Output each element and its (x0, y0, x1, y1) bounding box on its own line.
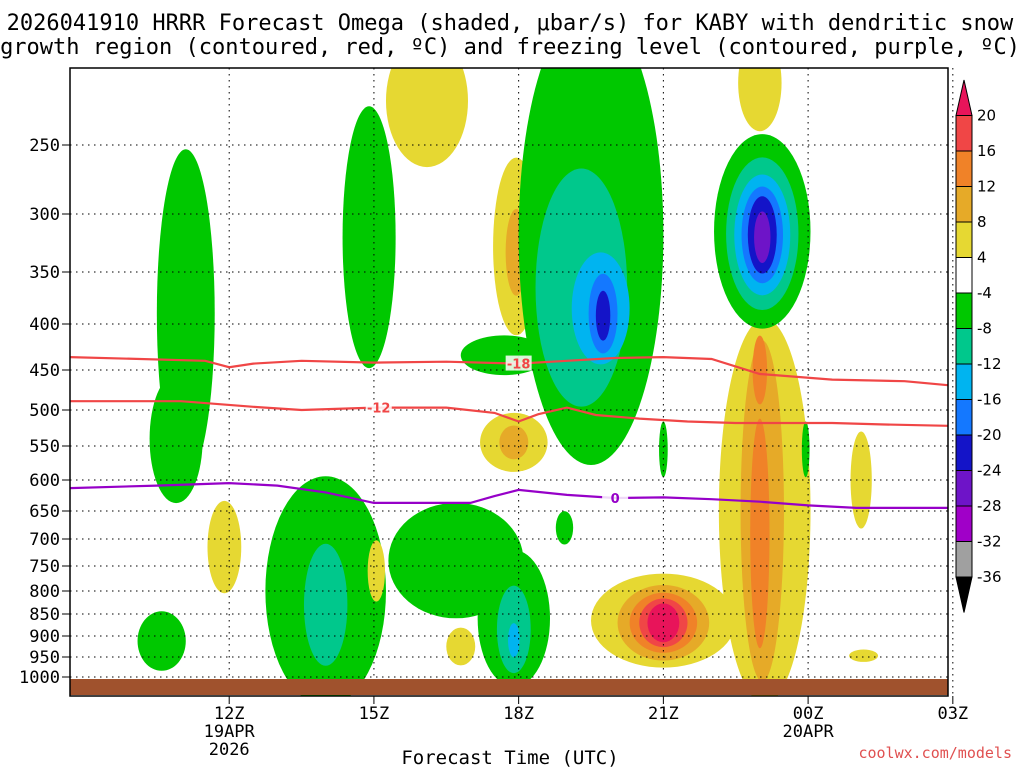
contour-dgz-bottom (70, 400, 948, 427)
omega-region-green-2100-thin (659, 421, 668, 478)
contour-label-bg-freezing-level (602, 489, 629, 505)
omega-region-yellow-0100 (850, 431, 872, 529)
omega-shading (137, 68, 879, 696)
omega-region-green-1500-upper (342, 106, 396, 369)
colorbar-label--32: -32 (977, 533, 1002, 551)
colorbar-label--16: -16 (977, 391, 1002, 409)
x-tick-year-12Z: 2026 (209, 740, 250, 760)
y-tick-label-650: 650 (29, 502, 60, 522)
omega-region-yellow-1630 (446, 627, 476, 666)
colorbar-segment-8 (955, 363, 973, 400)
colorbar-label--4: -4 (977, 284, 992, 302)
colorbar-segment-3 (955, 186, 973, 223)
omega-region-navy-2000 (595, 290, 611, 341)
chart-title-line-1: 2026041910 HRRR Forecast Omega (shaded, … (7, 11, 1014, 36)
colorbar-segment-11 (955, 470, 973, 507)
omega-region-teal-1330 (303, 543, 348, 666)
omega-region-yellow-1600-top (385, 68, 468, 168)
contour-freezing-level (70, 481, 948, 509)
colorbar-label-16: 16 (977, 142, 996, 160)
y-axis: 2503003504004505005506006507007508008509… (19, 136, 70, 688)
omega-region-green-1050-low (137, 611, 186, 671)
credit-text: coolwx.com/models (858, 744, 1012, 762)
contour-label-freezing-level: 0 (611, 492, 620, 507)
colorbar: 20 16 12 8 4 -4 -8 -12 -16 -20 -24 -28 -32 -36 (955, 79, 1002, 613)
colorbar-label--24: -24 (977, 462, 1002, 480)
contour-label-bg-dgz-top (505, 355, 532, 371)
colorbar-segment-12 (955, 505, 973, 542)
plot-frame (69, 67, 949, 697)
y-tick-label-950: 950 (29, 648, 60, 668)
chart-title-line-2: growth region (contoured, red, ºC) and f… (0, 35, 1020, 60)
y-tick-label-250: 250 (29, 136, 60, 156)
colorbar-label--12: -12 (977, 355, 1002, 373)
colorbar-segment-5 (955, 257, 973, 294)
x-axis-label: Forecast Time (UTC) (401, 747, 618, 768)
omega-region-darkorange-2300-a (752, 335, 768, 405)
omega-region-pink-2100-low (647, 603, 680, 643)
x-tick-label-03Z: 03Z (937, 704, 968, 724)
x-tick-label-21Z: 21Z (648, 704, 679, 724)
y-tick-label-750: 750 (29, 557, 60, 577)
omega-region-green-1915 (555, 511, 574, 545)
omega-region-green-1800-shelf (460, 335, 548, 376)
contour-dgz-top (70, 355, 948, 387)
colorbar-segment-2 (955, 150, 973, 187)
colorbar-label-20: 20 (977, 107, 996, 125)
y-tick-label-500: 500 (29, 401, 60, 421)
y-tick-label-300: 300 (29, 205, 60, 225)
colorbar-label--28: -28 (977, 497, 1002, 515)
omega-region-purple-2300 (754, 211, 771, 263)
y-tick-label-900: 900 (29, 627, 60, 647)
omega-region-cyan-1800-low (508, 623, 520, 658)
y-tick-label-450: 450 (29, 361, 60, 381)
omega-region-green-1050-upper-b (149, 374, 203, 504)
x-tick-label-12Z: 12Z (214, 704, 245, 724)
omega-region-yellow-2300-top (738, 68, 782, 132)
gridlines (70, 68, 954, 696)
y-tick-label-550: 550 (29, 437, 60, 457)
colorbar-label--8: -8 (977, 320, 992, 338)
colorbar-segment-6 (955, 292, 973, 329)
contour-lines: -18 -12 0 (70, 355, 948, 509)
y-tick-label-400: 400 (29, 315, 60, 335)
colorbar-label--20: -20 (977, 426, 1002, 444)
colorbar-segment-4 (955, 221, 973, 258)
colorbar-segment-13 (955, 541, 973, 578)
x-tick-label-18Z: 18Z (503, 704, 534, 724)
contour-label-dgz-top: -18 (507, 358, 531, 373)
x-tick-date-00Z: 20APR (783, 722, 835, 742)
colorbar-segment-10 (955, 434, 973, 471)
ground-surface (70, 679, 948, 695)
omega-region-green-0000 (801, 421, 810, 478)
colorbar-segment-1 (955, 115, 973, 152)
colorbar-segment-7 (955, 328, 973, 365)
y-tick-label-850: 850 (29, 605, 60, 625)
x-tick-label-15Z: 15Z (359, 704, 390, 724)
y-tick-label-350: 350 (29, 263, 60, 283)
contour-label-dgz-bottom: -12 (367, 402, 391, 417)
x-tick-label-00Z: 00Z (793, 704, 824, 724)
colorbar-label-4: 4 (977, 249, 987, 267)
omega-region-yellow-0100-low (849, 649, 879, 662)
colorbar-segment-14 (955, 576, 973, 613)
contour-label-bg-dgz-bottom (365, 399, 392, 415)
omega-region-orange-1800-mid (499, 425, 529, 460)
y-tick-label-1000: 1000 (19, 668, 60, 688)
colorbar-label-12: 12 (977, 178, 996, 196)
colorbar-segment-9 (955, 399, 973, 436)
y-tick-label-600: 600 (29, 471, 60, 491)
omega-region-yellow-1518 (367, 540, 386, 602)
x-tick-date-12Z: 19APR (204, 722, 256, 742)
y-tick-label-700: 700 (29, 530, 60, 550)
omega-region-yellow-1120 (207, 500, 242, 594)
colorbar-label-8: 8 (977, 213, 987, 231)
colorbar-label--36: -36 (977, 568, 1002, 586)
y-tick-label-800: 800 (29, 582, 60, 602)
